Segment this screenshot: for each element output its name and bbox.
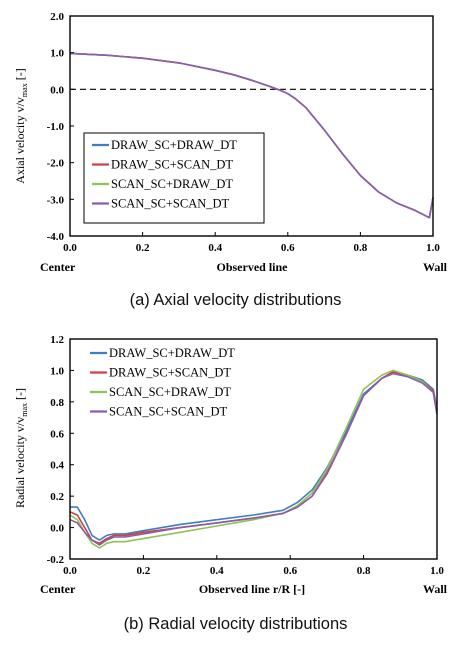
panel-b-legend-label: SCAN_SC+SCAN_DT [109, 405, 228, 419]
panel-a-ytick-label: -1.0 [47, 121, 65, 133]
panel-a-xtick-label: 0.2 [136, 242, 150, 254]
panel-a-legend-entries: DRAW_SC+DRAW_DT DRAW_SC+SCAN_DT SCAN_SC+DR… [92, 138, 237, 211]
panel-b-plot-frame [69, 338, 438, 560]
panel-a-xlabel: Observed line [217, 260, 289, 274]
panel-b-ytick-label: 0.4 [50, 460, 64, 472]
panel-b-legend-label: SCAN_SC+DRAW_DT [109, 385, 231, 399]
panel-b-series [69, 369, 438, 549]
panel-a-ytick-label: 1.0 [50, 48, 64, 60]
panel-b-ytick-label: 0.2 [50, 491, 64, 503]
panel-a-wall-label: Wall [423, 260, 448, 274]
panel-a-legend-label: SCAN_SC+SCAN_DT [111, 197, 230, 211]
panel-b-yticks: 1.2 1.0 0.8 0.6 0.4 0.2 0.0 -0.2 [47, 334, 74, 566]
panel-b-xticks: 0.0 0.2 0.4 0.6 0.8 1.0 [63, 555, 444, 577]
panel-a-xtick-label: 0.0 [63, 242, 77, 254]
panel-b-ylabel: Radial velocity v/vmax [-] [13, 388, 29, 508]
panel-a-yticks: 2.0 1.0 0.0 -1.0 -2.0 -3.0 -4.0 [47, 11, 74, 243]
panel-a: 2.01.00.0-1.0-2.0-3.0-4.0 0.0 0.2 0.4 0.6 0.… [13, 11, 448, 309]
panel-a-ytick-label: -3.0 [47, 194, 65, 206]
panel-a-xticks: 0.0 0.2 0.4 0.6 0.8 1.0 [63, 232, 440, 254]
panel-a-xtick-label: 0.6 [281, 242, 295, 254]
panel-b-xtick-label: 1.0 [430, 565, 444, 577]
panel-a-xtick-label: 0.8 [354, 242, 368, 254]
panel-b-series-line-scan-sc-scan-dt [69, 372, 438, 546]
panel-b-legend: DRAW_SC+DRAW_DT DRAW_SC+SCAN_DT SCAN_SC+DR… [90, 346, 235, 419]
panel-b-ytick-label: 0.0 [50, 523, 64, 535]
panel-a-legend-label: DRAW_SC+DRAW_DT [111, 138, 237, 152]
panel-b-ytick-label: 1.2 [50, 334, 64, 346]
panel-a-ylabel: Axial velocity v/vmax [-] [13, 68, 29, 183]
panel-b-ytick-label: 1.0 [50, 365, 64, 377]
panel-a-legend: DRAW_SC+DRAW_DT DRAW_SC+SCAN_DT SCAN_SC+DR… [83, 132, 265, 224]
panel-b-caption: (b) Radial velocity distributions [124, 615, 348, 633]
panel-b-xlabel: Observed line r/R [-] [199, 582, 305, 596]
panel-b-wall-label: Wall [423, 582, 448, 596]
panel-a-legend-label: DRAW_SC+SCAN_DT [111, 158, 233, 172]
panel-b-xtick-label: 0.6 [283, 565, 297, 577]
panel-b-ytick-label: 0.6 [50, 428, 64, 440]
panel-a-xtick-label: 0.4 [208, 242, 222, 254]
panel-a-ytick-label: -4.0 [47, 231, 65, 243]
panel-b-legend-label: DRAW_SC+DRAW_DT [109, 346, 235, 360]
panel-a-legend-box [83, 132, 265, 224]
panel-b-ytick-label: 0.8 [50, 397, 64, 409]
panel-a-ytick-label: -2.0 [47, 158, 65, 170]
panel-b-center-label: Center [40, 582, 76, 596]
panel-b-legend-label: DRAW_SC+SCAN_DT [109, 366, 231, 380]
panel-a-legend-label: SCAN_SC+DRAW_DT [111, 177, 233, 191]
panel-a-series-line-scan-sc-scan-dt [69, 52, 434, 219]
panel-b-xtick-label: 0.0 [63, 565, 77, 577]
panel-a-series [69, 52, 434, 219]
panel-b-xtick-label: 0.4 [210, 565, 224, 577]
panel-a-ytick-label: 0.0 [50, 84, 64, 96]
panel-b-xtick-label: 0.8 [357, 565, 371, 577]
panel-b: 1.21.00.80.60.40.20.0-0.2 0.0 0.2 0.4 0.6 0.… [13, 334, 448, 633]
panel-b-xtick-label: 0.2 [137, 565, 151, 577]
panel-a-center-label: Center [40, 260, 76, 274]
panel-a-caption: (a) Axial velocity distributions [130, 291, 342, 309]
panel-b-legend-entries: DRAW_SC+DRAW_DT DRAW_SC+SCAN_DT SCAN_SC+DR… [90, 346, 235, 419]
panel-b-ytick-label: -0.2 [47, 554, 65, 566]
panel-a-ytick-label: 2.0 [50, 11, 64, 23]
panel-a-xtick-label: 1.0 [426, 242, 440, 254]
